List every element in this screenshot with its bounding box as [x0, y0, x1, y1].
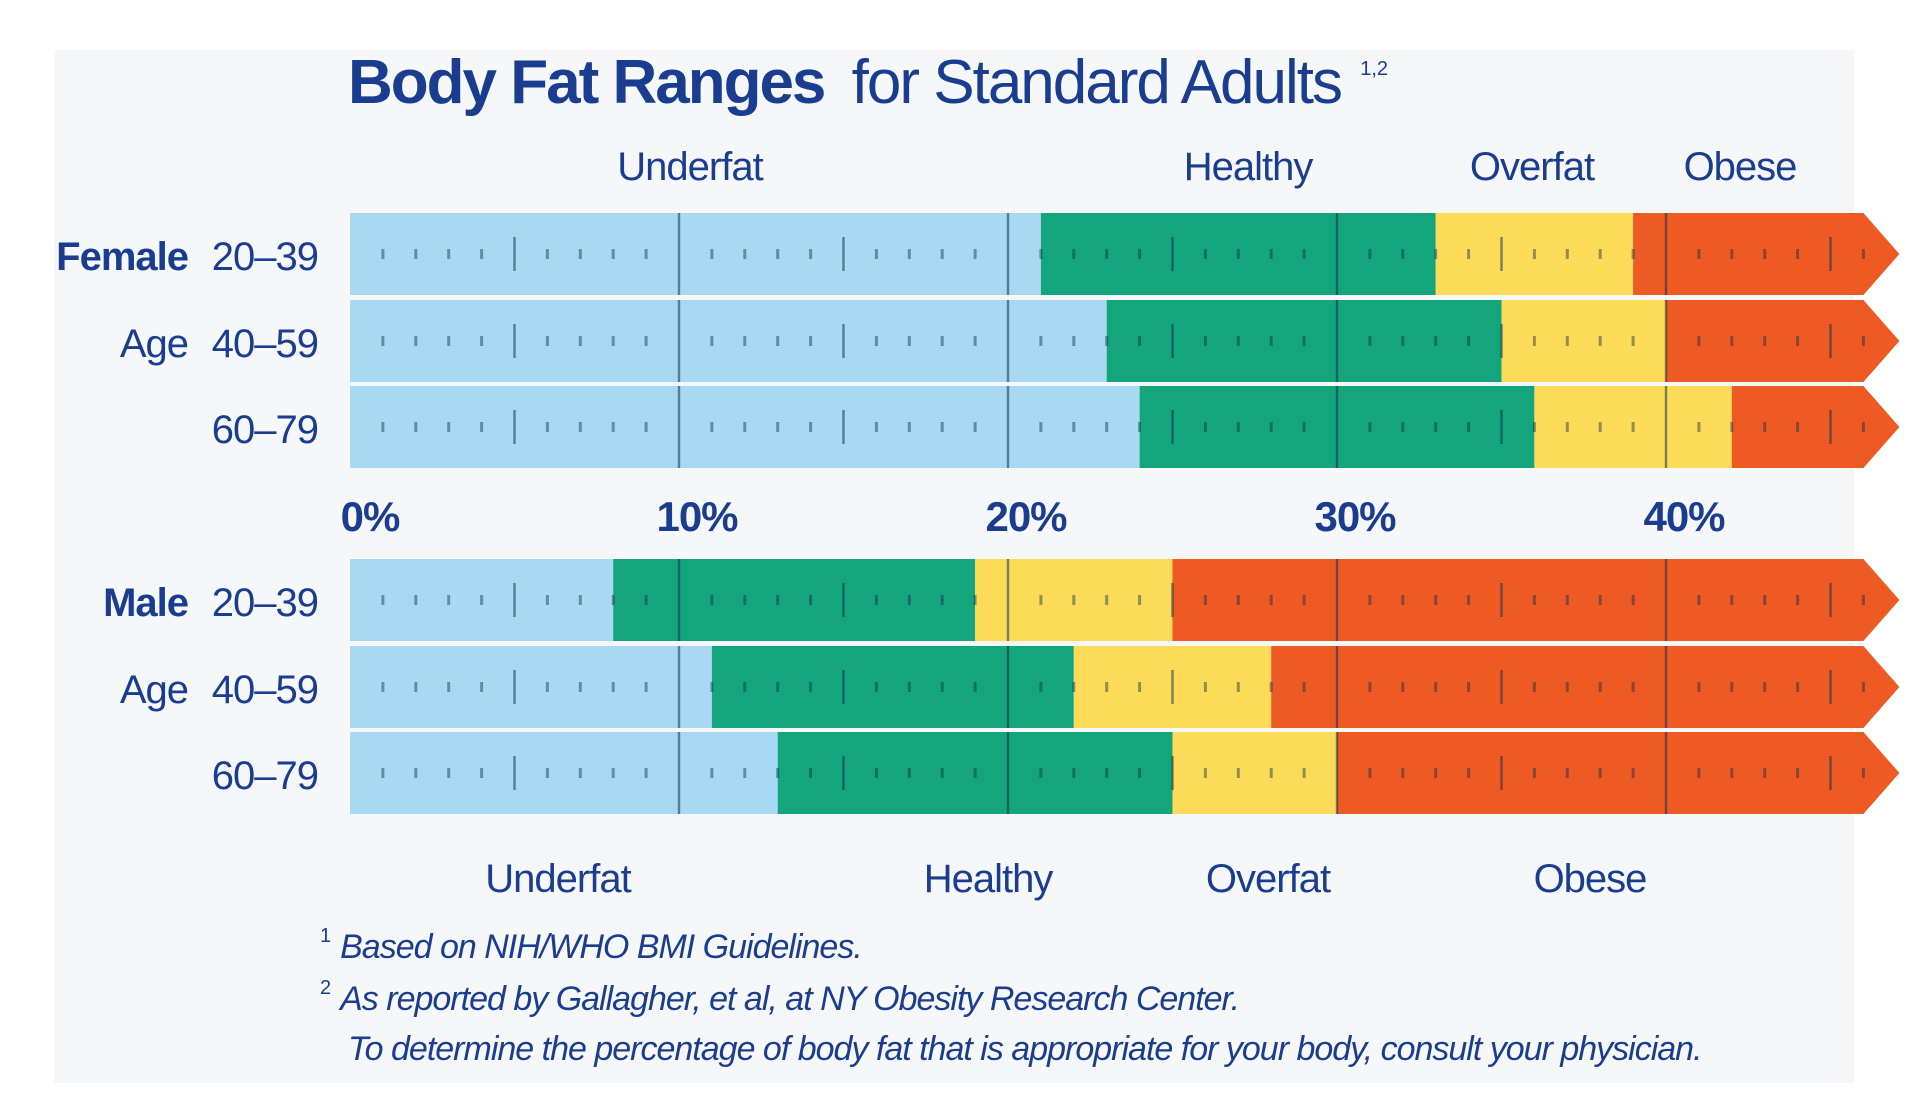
female-row-0	[350, 213, 1900, 295]
female-category-label: Overfat	[1470, 145, 1595, 189]
female-category-label: Underfat	[617, 145, 763, 189]
female-age-label: 60–79	[212, 408, 318, 452]
footnote-1: 1 Based on NIH/WHO BMI Guidelines.	[320, 924, 863, 967]
footnote-3-text: To determine the percentage of body fat …	[348, 1030, 1703, 1068]
male-category-label: Underfat	[485, 857, 631, 901]
male-row-prefix: Male	[103, 581, 188, 625]
footnote-3: To determine the percentage of body fat …	[348, 1030, 1703, 1069]
footnote-2-mark: 2	[320, 976, 331, 999]
female-healthy-segment	[1040, 213, 1436, 295]
female-overfat-segment	[1501, 300, 1666, 382]
male-obese-segment	[1172, 559, 1900, 641]
male-age-label: 20–39	[212, 581, 318, 625]
female-row-2	[350, 386, 1900, 468]
male-row-2	[350, 732, 1900, 814]
footnote-2-text: As reported by Gallagher, et al, at NY O…	[340, 980, 1240, 1018]
female-overfat-segment	[1534, 386, 1732, 468]
title-rest: for Standard Adults	[852, 48, 1341, 117]
male-row-0	[350, 559, 1900, 641]
male-underfat-segment	[350, 559, 614, 641]
male-row-prefix: Age	[120, 668, 188, 712]
female-age-label: 20–39	[212, 235, 318, 279]
male-row-1	[350, 646, 1900, 728]
female-underfat-segment	[350, 213, 1041, 295]
x-tick-label: 40%	[1643, 493, 1725, 540]
chart-title: Body Fat Ranges for Standard Adults 1,2	[348, 48, 1388, 117]
x-tick-label: 30%	[1314, 493, 1396, 540]
male-category-label: Healthy	[924, 857, 1054, 901]
footnote-2: 2 As reported by Gallagher, et al, at NY …	[320, 976, 1240, 1019]
x-tick-label: 10%	[656, 493, 738, 540]
female-obese-segment	[1666, 300, 1900, 382]
male-underfat-segment	[350, 732, 778, 814]
female-underfat-segment	[350, 300, 1107, 382]
male-healthy-segment	[711, 646, 1074, 728]
title-superscript: 1,2	[1360, 58, 1388, 80]
male-underfat-segment	[350, 646, 712, 728]
male-age-label: 40–59	[212, 668, 318, 712]
female-category-label: Obese	[1684, 145, 1797, 189]
title-bold: Body Fat Ranges	[348, 48, 824, 117]
female-age-label: 40–59	[212, 322, 318, 366]
male-obese-segment	[1337, 732, 1900, 814]
male-obese-segment	[1271, 646, 1900, 728]
male-overfat-segment	[1172, 732, 1337, 814]
x-tick-label: 0%	[341, 493, 400, 540]
male-healthy-segment	[613, 559, 976, 641]
svg-text:Body Fat Ranges for Stan: Body Fat Ranges for Standard Adults 1,2	[348, 48, 1388, 117]
female-row-prefix: Age	[120, 322, 188, 366]
female-row-prefix: Female	[56, 235, 188, 279]
male-category-label: Overfat	[1206, 857, 1331, 901]
female-category-label: Healthy	[1184, 145, 1314, 189]
female-overfat-segment	[1435, 213, 1634, 295]
female-obese-segment	[1633, 213, 1900, 295]
male-age-label: 60–79	[212, 754, 318, 798]
x-tick-label: 20%	[985, 493, 1067, 540]
footnote-1-mark: 1	[320, 924, 331, 947]
female-row-1	[350, 300, 1900, 382]
footnote-1-text: Based on NIH/WHO BMI Guidelines.	[340, 928, 863, 966]
female-obese-segment	[1731, 386, 1900, 468]
male-category-label: Obese	[1534, 857, 1647, 901]
